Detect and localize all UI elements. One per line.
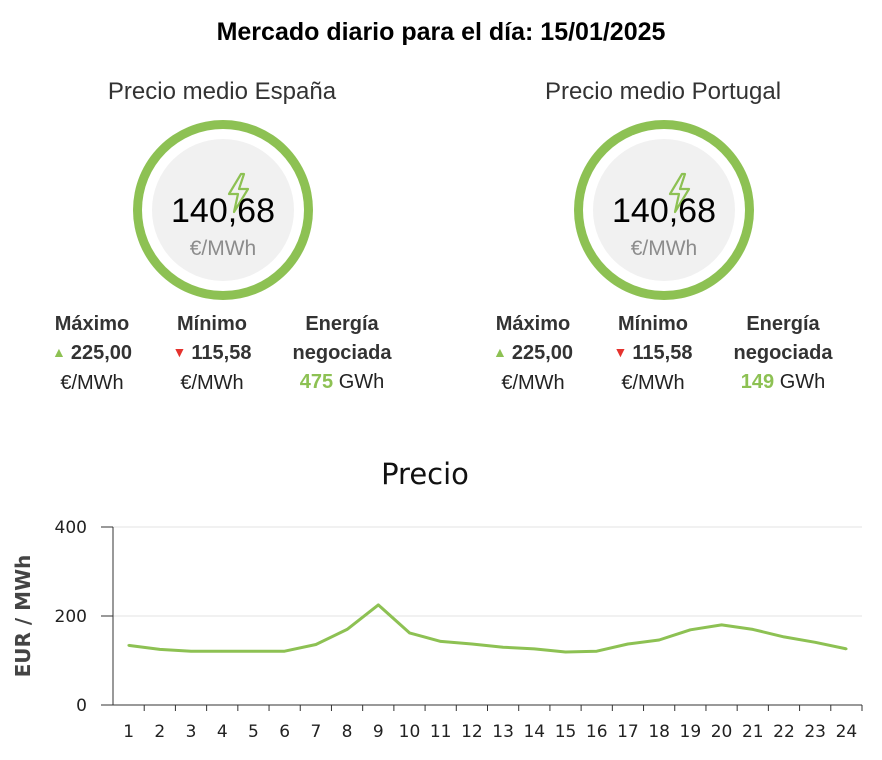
x-tick-label: 1 [123, 722, 134, 742]
data-point [470, 642, 474, 646]
average-price-gauge: 140,68 €/MWh [133, 120, 313, 300]
series-line [128, 603, 847, 654]
y-tick-label: 0 [76, 696, 87, 716]
stat-unit: €/MWh [501, 372, 565, 394]
x-tick-label: 8 [342, 722, 353, 742]
stat-label: negociada [292, 342, 392, 364]
stat-value: 225,00 [511, 342, 574, 364]
energy-unit: GWh [338, 371, 385, 393]
market-portugal: Precio medio Portugal 140,68 €/MWh Máxim… [473, 78, 853, 394]
stat-unit: €/MWh [621, 372, 685, 394]
data-point [127, 644, 130, 647]
page-title: Mercado diario para el día: 15/01/2025 [216, 18, 666, 46]
energy-unit: GWh [779, 371, 826, 393]
x-tick-label: 10 [399, 722, 421, 742]
stat-label: Máximo [54, 313, 130, 335]
x-tick-label: 15 [555, 722, 577, 742]
x-tick-label: 12 [461, 722, 483, 742]
market-spain: Precio medio España 140,68 €/MWh Máximo … [32, 78, 412, 394]
x-tick-label: 23 [804, 722, 826, 742]
data-point [533, 647, 536, 651]
x-tick-label: 5 [248, 722, 259, 742]
x-tick-label: 3 [186, 722, 197, 742]
x-tick-label: 21 [742, 722, 764, 742]
market-title: Precio medio Portugal [544, 78, 782, 105]
x-tick-label: 24 [836, 722, 858, 742]
x-tick-label: 19 [680, 722, 702, 742]
data-point [189, 649, 193, 653]
data-point [408, 631, 411, 635]
x-tick-label: 17 [617, 722, 639, 742]
data-point [595, 649, 598, 653]
data-point [221, 649, 224, 653]
data-point [158, 648, 162, 651]
x-tick-label: 20 [711, 722, 733, 742]
data-point [813, 641, 817, 644]
x-tick-label: 9 [373, 722, 384, 742]
stat-maximum: Máximo ▲ 225,00 €/MWh [473, 310, 593, 398]
stat-minimum: Mínimo ▼ 115,58 €/MWh [152, 310, 272, 398]
data-point [345, 628, 349, 631]
stat-value: 115,58 [191, 342, 252, 364]
data-point [283, 649, 286, 653]
x-tick-label: 14 [523, 722, 545, 742]
stat-value: 225,00 [70, 342, 133, 364]
data-point [314, 643, 318, 646]
energy-value: 475 [299, 371, 334, 393]
stat-value: 115,58 [632, 342, 693, 364]
energy-value: 149 [740, 371, 775, 393]
chart-title: Precio [381, 457, 469, 491]
data-point [689, 628, 692, 631]
x-tick-label: 2 [154, 722, 165, 742]
x-tick-label: 11 [430, 722, 452, 742]
x-tick-label: 7 [310, 722, 321, 742]
x-tick-label: 18 [648, 722, 670, 742]
average-price-gauge: 140,68 €/MWh [574, 120, 754, 300]
y-tick-label: 400 [55, 518, 87, 538]
lightning-bolt-icon [668, 172, 691, 214]
stat-label: negociada [733, 342, 833, 364]
data-point [626, 642, 630, 646]
data-point [252, 649, 255, 653]
data-point [377, 603, 380, 607]
market-title: Precio medio España [107, 78, 337, 105]
data-point [751, 628, 754, 631]
up-triangle-icon: ▲ [492, 344, 507, 360]
y-tick-label: 200 [55, 607, 87, 627]
average-price-unit: €/MWh [189, 237, 257, 260]
stat-minimum: Mínimo ▼ 115,58 €/MWh [593, 310, 713, 398]
stat-label: Energía [305, 313, 379, 335]
stat-label: Mínimo [618, 313, 688, 335]
data-point [657, 638, 661, 642]
data-point [845, 647, 848, 651]
x-tick-label: 16 [586, 722, 608, 742]
average-price-value: 140,68 [612, 192, 716, 230]
x-tick-label: 6 [279, 722, 290, 742]
data-point [720, 623, 723, 627]
stat-label: Mínimo [177, 313, 247, 335]
down-triangle-icon: ▼ [172, 344, 187, 360]
y-axis-label: EUR / MWh [11, 555, 35, 678]
data-point [439, 640, 442, 643]
lightning-bolt-icon [227, 172, 250, 214]
data-point [564, 650, 567, 654]
stat-maximum: Máximo ▲ 225,00 €/MWh [32, 310, 152, 398]
x-tick-label: 4 [217, 722, 228, 742]
down-triangle-icon: ▼ [613, 344, 628, 360]
average-price-unit: €/MWh [630, 237, 698, 260]
stat-unit: €/MWh [60, 372, 124, 394]
stat-energy: Energía negociada 149 GWh [713, 310, 853, 397]
stat-label: Energía [746, 313, 820, 335]
up-triangle-icon: ▲ [51, 344, 66, 360]
x-tick-label: 22 [773, 722, 795, 742]
stat-unit: €/MWh [180, 372, 244, 394]
data-point [782, 635, 786, 639]
stat-energy: Energía negociada 475 GWh [272, 310, 412, 397]
x-tick-label: 13 [492, 722, 514, 742]
average-price-value: 140,68 [171, 192, 275, 230]
data-point [501, 645, 505, 649]
stat-label: Máximo [495, 313, 571, 335]
